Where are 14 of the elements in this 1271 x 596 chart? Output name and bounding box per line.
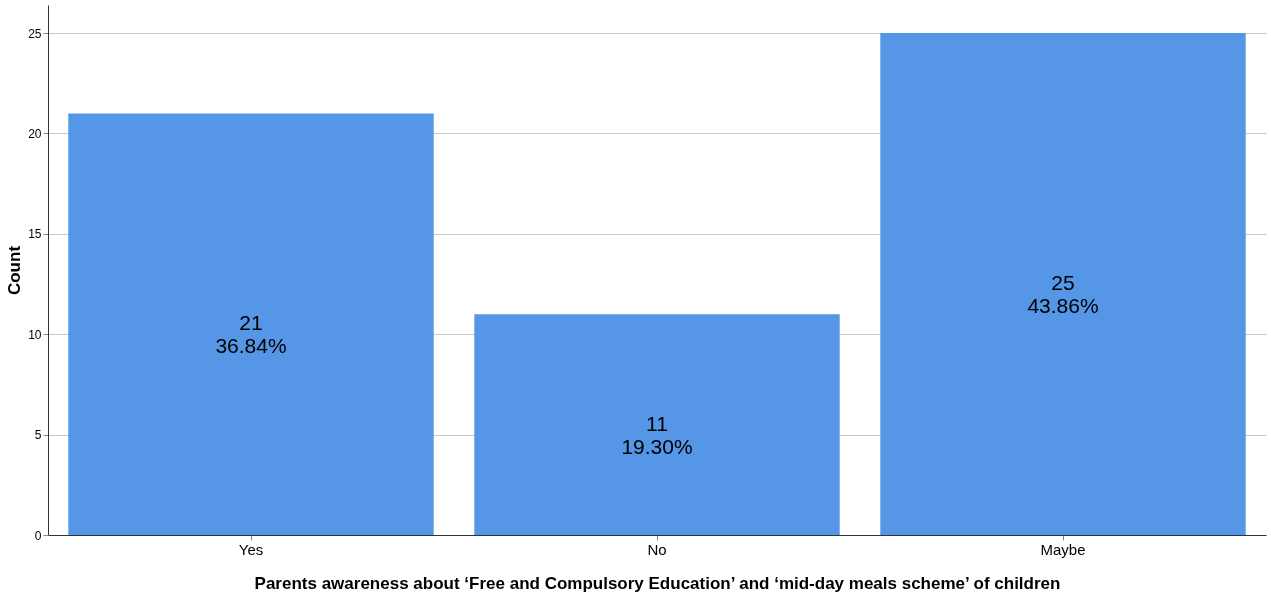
- x-tick-label: Maybe: [1040, 540, 1086, 558]
- x-tick-label: Yes: [238, 540, 264, 558]
- y-axis-title: Count: [5, 245, 25, 296]
- data-label: 25 43.86%: [1027, 271, 1099, 318]
- y-tick-label: 20: [28, 126, 42, 141]
- x-tick-label: No: [647, 540, 667, 558]
- data-label: 11 19.30%: [621, 411, 693, 458]
- y-tick-label: 0: [34, 528, 42, 543]
- y-tick-label: 5: [34, 428, 42, 443]
- y-tick-label: 10: [28, 327, 42, 342]
- x-axis-title: Parents awareness about ‘Free and Compulsory Education’ and ‘mid-day meals scheme’ of children: [254, 573, 1061, 593]
- y-tick-label: 25: [28, 26, 42, 41]
- y-tick-label: 15: [28, 227, 42, 242]
- data-label: 21 36.84%: [215, 311, 287, 358]
